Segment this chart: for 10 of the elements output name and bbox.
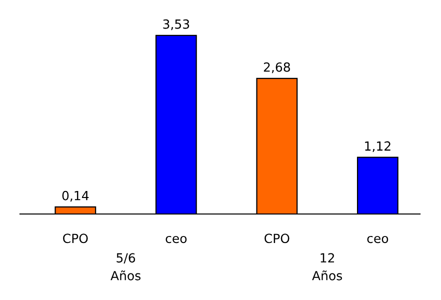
text: 5/6 Años [110, 253, 140, 280]
data-label: 0,14 [62, 190, 89, 202]
data-label: 3,53 [163, 19, 190, 30]
x-tick-label: ceo [367, 236, 388, 244]
text: 12 Años [312, 253, 342, 280]
data-label: 2,68 [264, 62, 290, 74]
x-tick-label: CPO [63, 234, 88, 244]
data-label: 1,12 [365, 141, 390, 152]
x-tick-label: CPO [264, 234, 290, 244]
x-tick-label: ceo [166, 236, 187, 244]
